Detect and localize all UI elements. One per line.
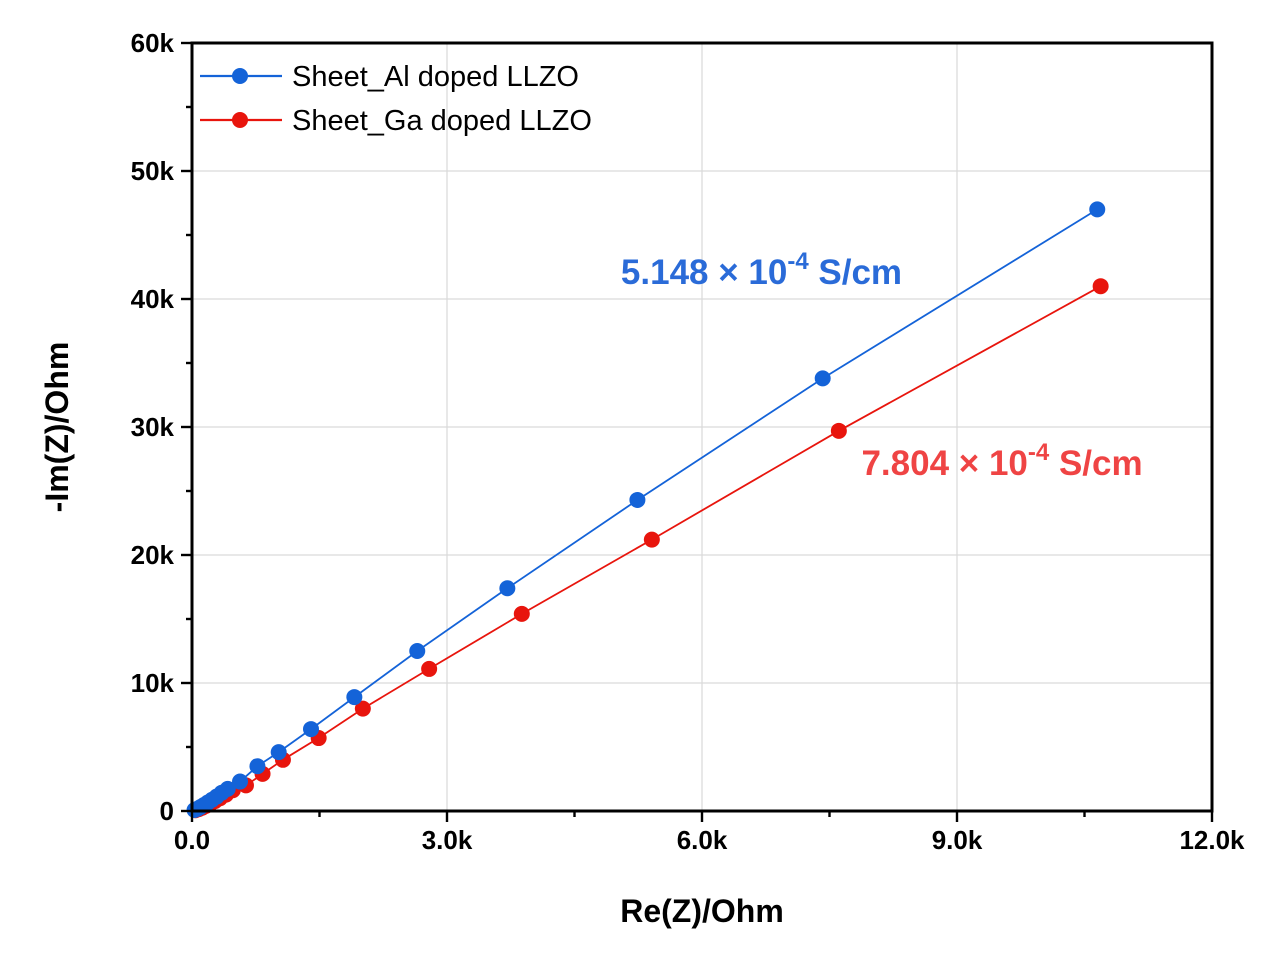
data-point-marker [303, 721, 319, 738]
legend-label: Sheet_Ga doped LLZO [292, 105, 592, 137]
y-tick-label: 40k [131, 284, 175, 314]
data-point-marker [409, 643, 426, 659]
x-tick-label: 6.0k [677, 825, 728, 855]
x-axis-title: Re(Z)/Ohm [620, 893, 784, 929]
series-ga-red [187, 278, 1109, 819]
y-axis-title: -Im(Z)/Ohm [39, 342, 75, 513]
x-tick-label: 3.0k [422, 825, 473, 855]
data-point-marker [499, 580, 516, 597]
conductivity-annotation: 7.804 × 10-4 S/cm [861, 439, 1142, 483]
data-point-marker [232, 773, 249, 790]
y-tick-label: 30k [131, 412, 175, 442]
data-point-marker [421, 660, 438, 677]
legend-item [200, 68, 282, 84]
legend-item [200, 112, 282, 128]
y-tick-label: 50k [131, 156, 175, 186]
legend-marker-dot [232, 68, 248, 84]
data-point-marker [629, 491, 646, 508]
data-point-marker [1092, 278, 1109, 295]
data-point-marker [354, 700, 371, 717]
series-al-blue [186, 201, 1106, 818]
y-tick-label: 0 [160, 796, 174, 826]
x-tick-label: 9.0k [932, 825, 983, 855]
data-point-marker [219, 780, 236, 797]
data-point-marker [249, 758, 266, 775]
data-point-marker [814, 370, 831, 387]
series-line [195, 285, 1102, 812]
gridlines [192, 43, 1212, 811]
data-point-marker [830, 422, 847, 439]
axis-ticks [181, 41, 1214, 822]
data-point-marker [643, 531, 660, 548]
data-point-marker [1089, 201, 1106, 218]
y-tick-label: 20k [131, 540, 175, 570]
legend [200, 68, 282, 128]
y-tick-label: 10k [131, 668, 175, 698]
x-tick-label: 0.0 [174, 825, 210, 855]
data-point-marker [513, 605, 530, 622]
conductivity-annotation: 5.148 × 10-4 S/cm [621, 248, 902, 292]
y-tick-label: 60k [131, 28, 175, 58]
legend-marker-dot [232, 112, 248, 128]
x-tick-label: 12.0k [1179, 825, 1245, 855]
data-point-marker [346, 689, 363, 706]
legend-label: Sheet_Al doped LLZO [292, 61, 579, 93]
data-point-marker [270, 744, 287, 761]
